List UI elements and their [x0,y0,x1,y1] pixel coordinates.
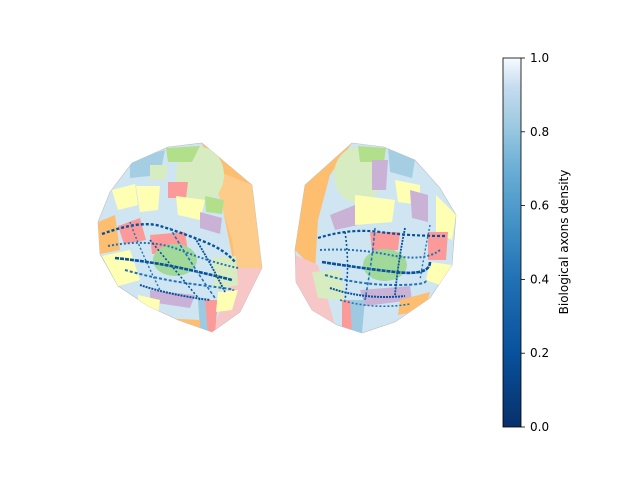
right-flatmap [294,142,457,334]
right-axon-density [317,224,446,308]
colorbar-gradient [502,57,522,428]
left-flatmap [97,142,263,333]
colorbar-tick-label: 0.6 [530,199,549,213]
colorbar: 0.0 0.2 0.4 0.6 0.8 1.0 Biological axons dens… [502,51,571,434]
colorbar-tick-label: 0.8 [530,125,549,139]
colorbar-label: Biological axons density [557,170,571,315]
colorbar-tick-label: 0.0 [530,420,549,434]
colorbar-tick-label: 0.2 [530,346,549,360]
colorbar-tick-label: 1.0 [530,51,549,65]
left-axon-density [101,221,239,301]
colorbar-ticks: 0.0 0.2 0.4 0.6 0.8 1.0 [521,51,549,434]
right-regions [295,143,456,333]
colorbar-tick-label: 0.4 [530,272,549,286]
left-regions [98,143,262,332]
